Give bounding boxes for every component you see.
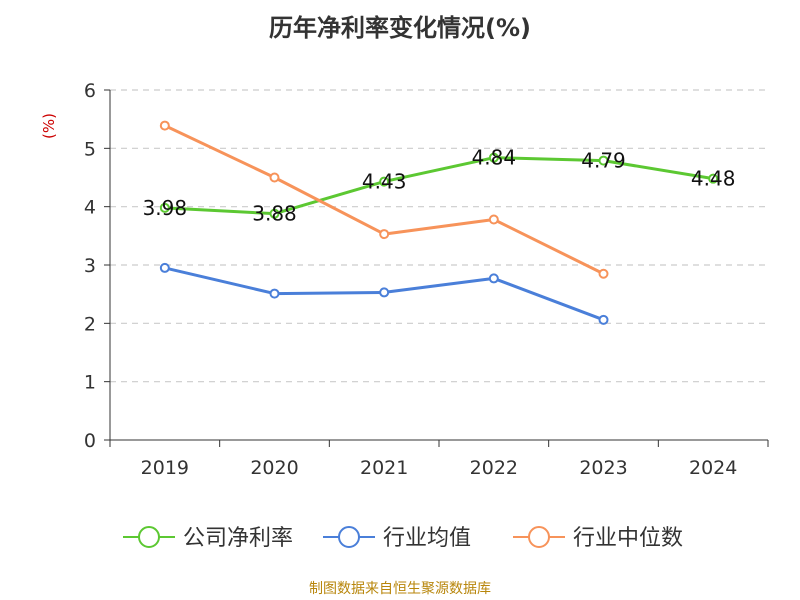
data-point: [269, 288, 280, 299]
gridlines: [110, 89, 768, 383]
legend-marker: [528, 526, 550, 548]
data-point: [598, 314, 609, 325]
data-point: [488, 214, 499, 225]
y-axis-label: (%): [40, 113, 58, 139]
axes: [104, 89, 769, 447]
y-tick-label: 1: [84, 372, 96, 394]
series-line-3: [164, 124, 605, 276]
y-tick-label: 3: [84, 255, 96, 277]
data-point: [159, 202, 170, 213]
data-label: 3.88: [252, 202, 297, 226]
data-labels: 3.98 3.88 4.43 4.84 4.79 4.48: [143, 146, 736, 226]
legend: 公司净利率 行业均值 行业中位数: [123, 526, 683, 551]
chart-title: 历年净利率变化情况(%): [269, 14, 531, 42]
data-point: [159, 262, 170, 273]
data-point: [379, 229, 390, 240]
data-label: 4.48: [691, 167, 736, 191]
legend-label: 行业中位数: [573, 526, 683, 551]
data-label: 4.79: [581, 149, 626, 173]
x-tick-label: 2024: [689, 457, 737, 479]
x-tick-label: 2022: [470, 457, 518, 479]
x-tick-label: 2023: [579, 457, 627, 479]
legend-item-2[interactable]: 行业均值: [323, 526, 471, 551]
data-label: 4.43: [362, 170, 407, 194]
series-line-1: [164, 156, 714, 216]
data-point: [379, 287, 390, 298]
data-point: [159, 120, 170, 131]
data-point: [598, 155, 609, 166]
legend-item-1[interactable]: 公司净利率: [123, 526, 293, 551]
series-lines: [164, 124, 714, 322]
data-point: [488, 273, 499, 284]
data-point: [598, 268, 609, 279]
data-source-note: 制图数据来自恒生聚源数据库: [309, 581, 491, 597]
legend-label: 公司净利率: [183, 526, 293, 551]
tick-labels: 0 1 2 3 4 5 6 2019 2020 2021 2022 2023 2024: [84, 80, 737, 479]
y-tick-label: 6: [84, 80, 96, 102]
y-tick-label: 4: [84, 197, 96, 219]
y-tick-label: 2: [84, 313, 96, 335]
data-point: [269, 172, 280, 183]
x-tick-label: 2021: [360, 457, 408, 479]
x-tick-label: 2019: [141, 457, 189, 479]
legend-label: 行业均值: [383, 526, 471, 551]
y-tick-label: 5: [84, 138, 96, 160]
data-label: 4.84: [472, 146, 517, 170]
x-tick-label: 2020: [250, 457, 298, 479]
data-point: [488, 152, 499, 163]
data-points: [159, 120, 719, 325]
legend-item-3[interactable]: 行业中位数: [513, 526, 683, 551]
data-point: [269, 208, 280, 219]
data-point: [379, 176, 390, 187]
data-point: [708, 173, 719, 184]
y-tick-label: 0: [84, 430, 96, 452]
legend-marker: [338, 526, 360, 548]
data-label: 3.98: [143, 196, 188, 220]
legend-marker: [138, 526, 160, 548]
